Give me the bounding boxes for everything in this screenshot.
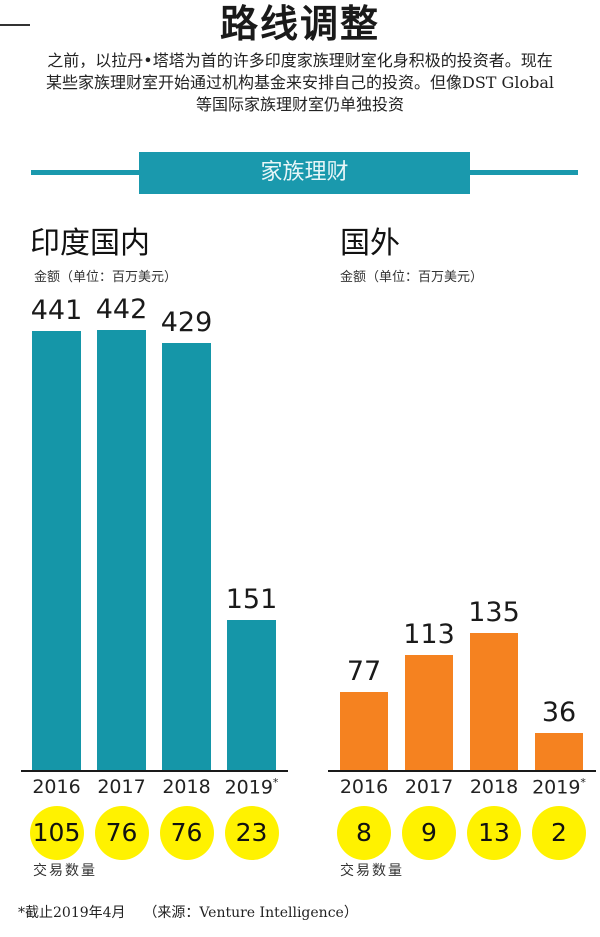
domestic-bar [32, 331, 81, 770]
overseas-unit: 金额（单位：百万美元） [340, 270, 484, 285]
overseas-bar [340, 692, 388, 770]
overseas-year-label: 2019* [532, 776, 586, 799]
overseas-bar [535, 733, 583, 770]
domestic-title: 印度国内 [30, 226, 150, 261]
footnote: *截止2019年4月 （来源：Venture Intelligence） [18, 905, 358, 921]
page-title: 路线调整 [219, 2, 380, 46]
decorative-rule [0, 24, 30, 26]
overseas-value-label: 113 [403, 619, 455, 650]
overseas-deal-count: 2 [532, 806, 586, 860]
domestic-value-label: 151 [225, 584, 278, 615]
domestic-axis [21, 770, 288, 772]
domestic-deals-label: 交易数量 [33, 863, 97, 879]
overseas-value-label: 135 [468, 597, 520, 628]
overseas-deals-label: 交易数量 [340, 863, 404, 879]
domestic-year-label: 2017 [97, 776, 146, 798]
domestic-deal-count: 23 [224, 806, 279, 860]
domestic-deal-count: 105 [29, 806, 84, 860]
overseas-year-label: 2017 [404, 776, 454, 798]
overseas-title: 国外 [340, 226, 400, 261]
overseas-value-label: 36 [541, 697, 577, 728]
overseas-deal-count: 13 [467, 806, 521, 860]
overseas-bar [405, 655, 453, 770]
domestic-bar [227, 620, 276, 770]
domestic-value-label: 441 [30, 295, 83, 326]
domestic-bar [162, 343, 211, 770]
overseas-deal-count: 9 [402, 806, 456, 860]
overseas-deal-count: 8 [337, 806, 391, 860]
overseas-year-label: 2018 [469, 776, 519, 798]
overseas-year-label: 2016 [339, 776, 389, 798]
domestic-bar [97, 330, 146, 770]
domestic-year-label: 2018 [162, 776, 211, 798]
domestic-value-label: 442 [95, 294, 148, 325]
domestic-year-label: 2016 [32, 776, 81, 798]
domestic-value-label: 429 [160, 307, 213, 338]
overseas-axis [328, 770, 596, 772]
subtitle: 之前，以拉丹•塔塔为首的许多印度家族理财室化身积极的投资者。现在某些家族理财室开… [46, 51, 554, 114]
domestic-year-label: 2019* [224, 776, 279, 799]
domestic-unit: 金额（单位：百万美元） [34, 270, 178, 285]
section-banner: 家族理财 [139, 152, 470, 194]
domestic-deal-count: 76 [159, 806, 214, 860]
domestic-deal-count: 76 [94, 806, 149, 860]
overseas-bar [470, 633, 518, 770]
overseas-value-label: 77 [346, 656, 382, 687]
